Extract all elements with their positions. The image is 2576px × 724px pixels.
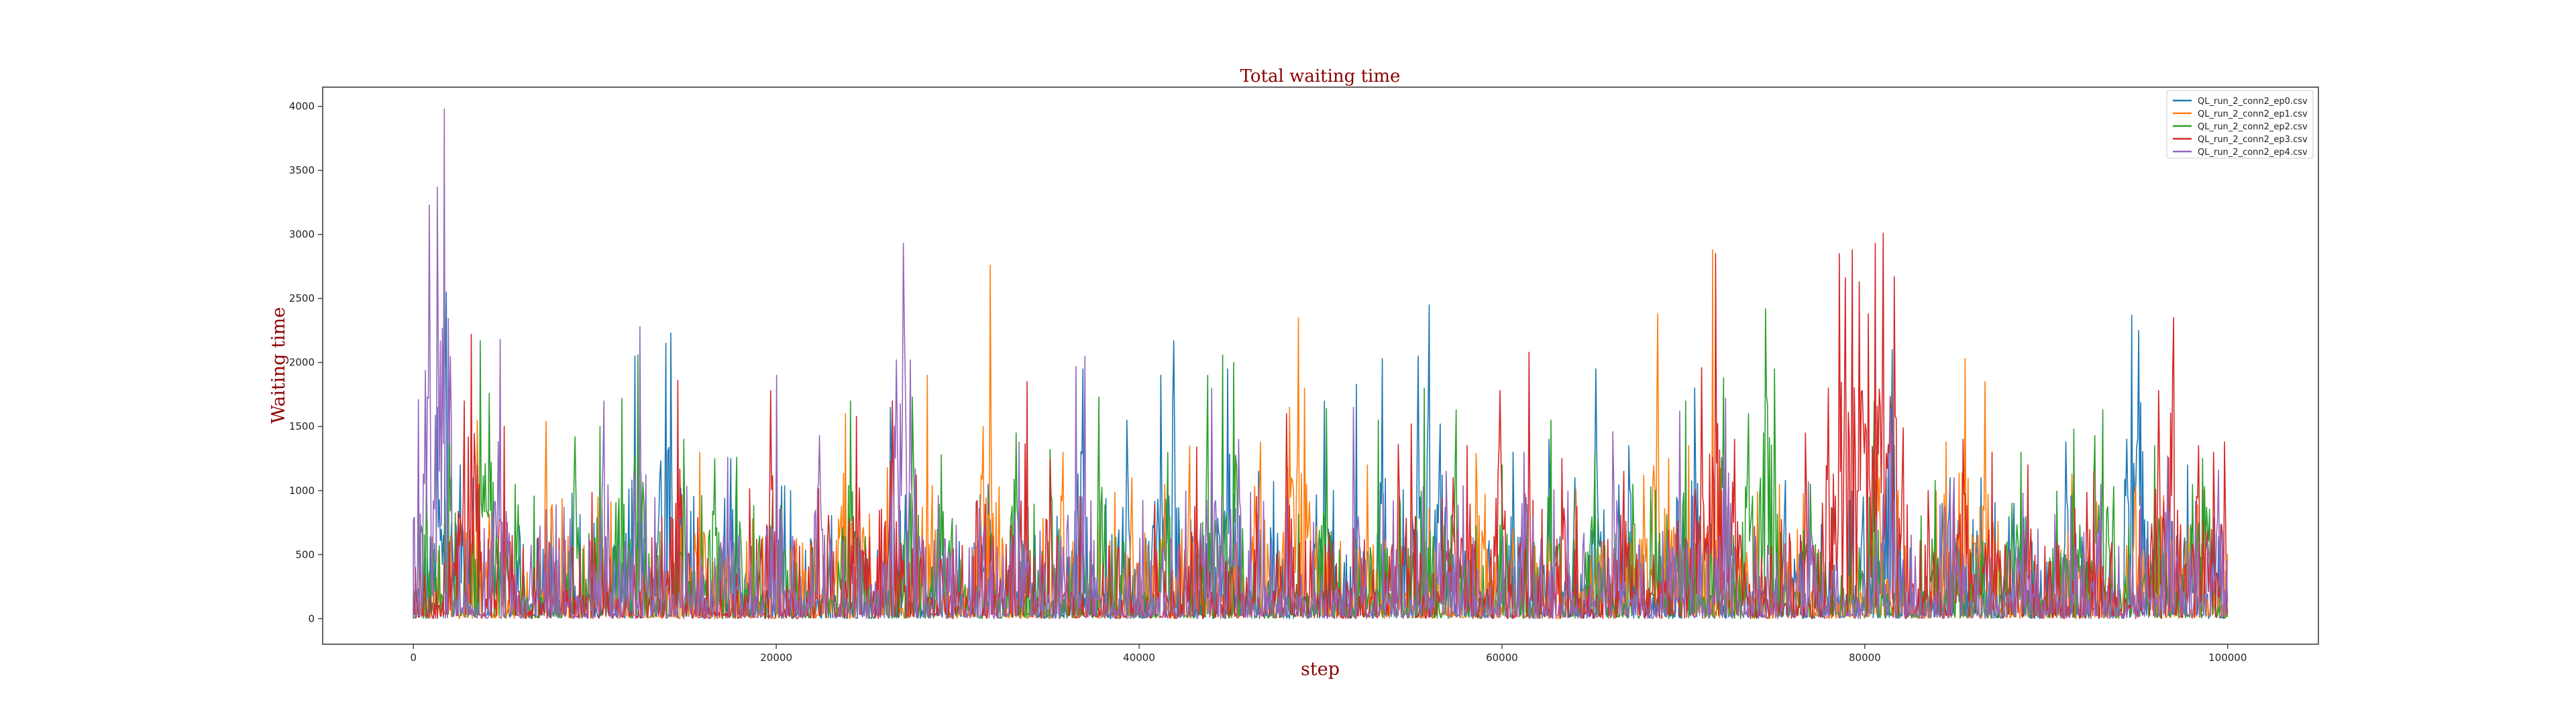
x-tick-label: 60000 xyxy=(1486,652,1518,664)
x-tick-label: 40000 xyxy=(1123,652,1155,664)
x-tick-label: 20000 xyxy=(760,652,792,664)
y-tick-label: 500 xyxy=(295,548,315,560)
x-tick-label: 80000 xyxy=(1849,652,1881,664)
x-axis-label: step xyxy=(1301,659,1340,680)
y-tick-label: 0 xyxy=(308,613,315,625)
y-tick-label: 1500 xyxy=(289,420,315,432)
legend-label-1: QL_run_2_conn2_ep1.csv xyxy=(2198,109,2308,119)
y-tick-label: 2500 xyxy=(289,292,315,304)
legend-label-3: QL_run_2_conn2_ep3.csv xyxy=(2198,135,2308,145)
chart-title: Total waiting time xyxy=(1240,66,1401,86)
y-tick-label: 3000 xyxy=(289,229,315,241)
y-tick-label: 2000 xyxy=(289,357,315,369)
legend: QL_run_2_conn2_ep0.csv QL_run_2_conn2_ep1… xyxy=(2166,90,2314,159)
plot-frame xyxy=(322,86,2319,645)
legend-label-4: QL_run_2_conn2_ep4.csv xyxy=(2198,147,2308,158)
x-tick-label: 100000 xyxy=(2208,652,2247,664)
series-layer xyxy=(413,108,2229,619)
series-line-4 xyxy=(413,108,2229,619)
legend-label-0: QL_run_2_conn2_ep0.csv xyxy=(2198,97,2308,107)
y-axis-label: Waiting time xyxy=(268,307,289,424)
legend-box xyxy=(2166,90,2314,159)
y-tick-label: 1000 xyxy=(289,485,315,497)
y-tick-label: 3500 xyxy=(289,164,315,176)
legend-label-2: QL_run_2_conn2_ep2.csv xyxy=(2198,122,2308,132)
x-tick-label: 0 xyxy=(410,652,417,664)
y-tick-label: 4000 xyxy=(289,101,315,113)
axes-layer: 0 20000 40000 60000 80000 100000 0 500 1000 1500 2… xyxy=(289,101,2247,664)
